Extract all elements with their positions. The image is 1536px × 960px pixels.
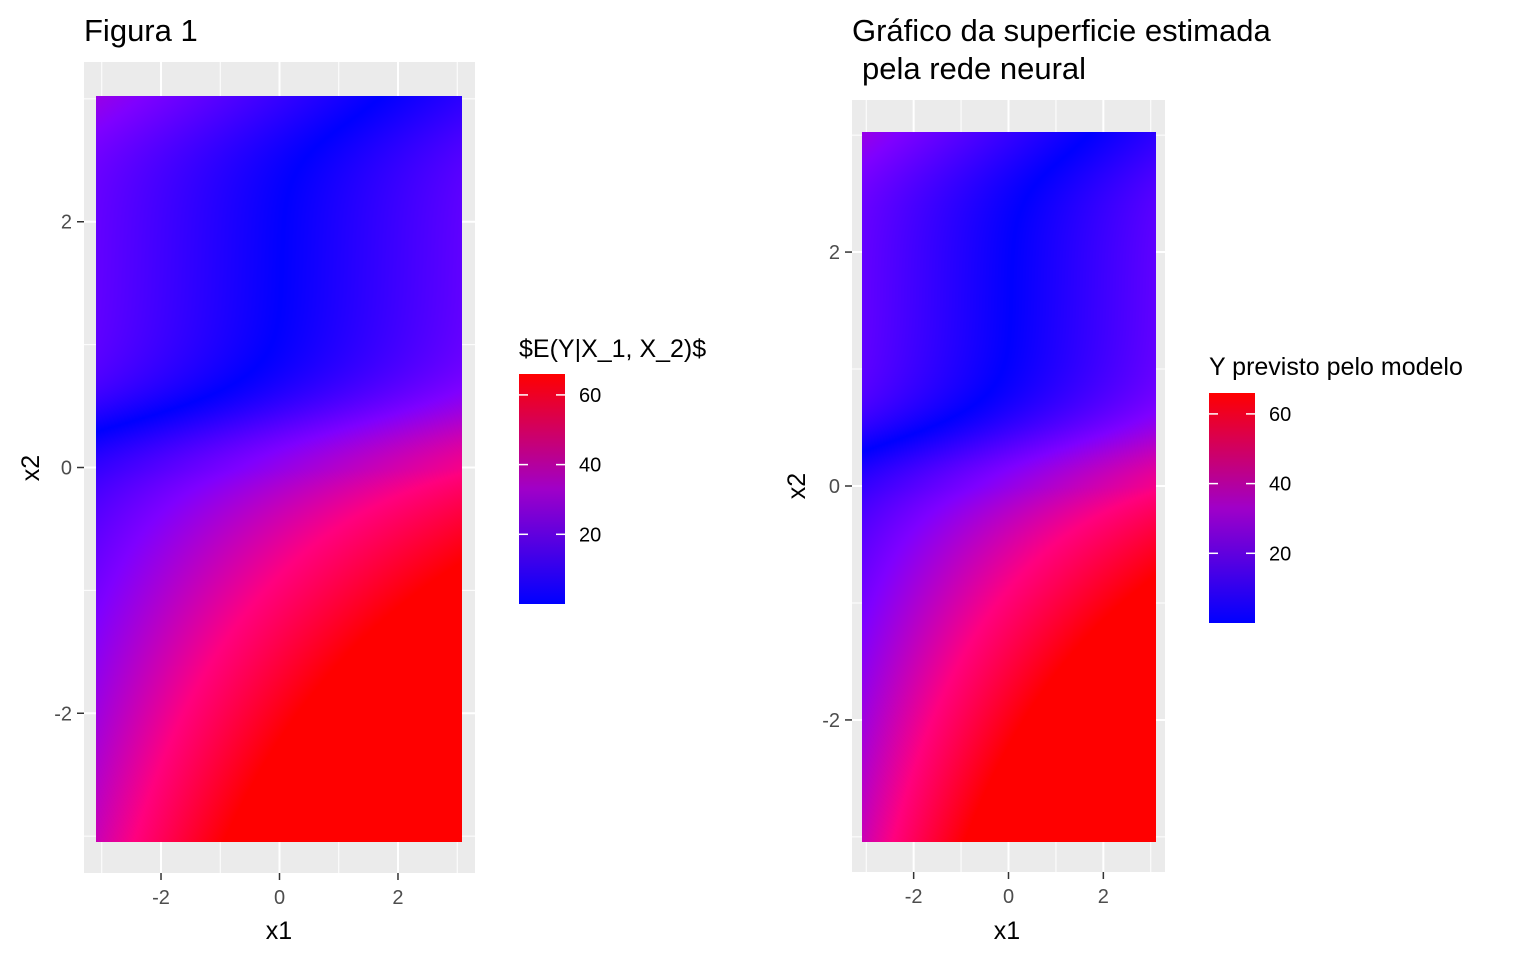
legend-tick-label: 60 <box>1269 404 1291 426</box>
right-legend-colorbar <box>1209 393 1255 623</box>
right-surface <box>862 132 1156 842</box>
x-tick-label: -2 <box>152 887 170 909</box>
left-x-axis: -2 0 2 <box>152 873 404 909</box>
left-y-axis-title: x2 <box>17 455 45 481</box>
right-legend-title: Y previsto pelo modelo <box>1209 353 1463 381</box>
right-x-axis-title: x1 <box>994 917 1020 945</box>
x-tick-label: 0 <box>274 887 285 909</box>
left-legend-colorbar <box>519 374 565 604</box>
x-tick-label: 0 <box>1003 886 1014 908</box>
x-tick-label: 2 <box>392 887 403 909</box>
right-x-axis: -2 0 2 <box>905 872 1109 908</box>
left-x-axis-title: x1 <box>266 917 292 945</box>
y-tick-label: -2 <box>822 710 840 732</box>
right-subtitle: pela rede neural <box>862 51 1086 86</box>
left-legend-title: $E(Y|X_1, X_2)$ <box>519 335 706 363</box>
y-tick-label: -2 <box>54 703 72 725</box>
panel-right: Gráfico da superficie estimada pela rede… <box>783 13 1463 945</box>
legend-tick-label: 60 <box>579 385 601 407</box>
right-y-axis-title: x2 <box>783 473 811 499</box>
y-tick-label: 2 <box>61 212 72 234</box>
x-tick-label: 2 <box>1098 886 1109 908</box>
y-tick-label: 2 <box>829 242 840 264</box>
left-surface <box>96 96 462 842</box>
right-title: Gráfico da superficie estimada <box>852 13 1271 48</box>
left-y-axis: -2 0 2 <box>54 212 84 725</box>
legend-tick-label: 20 <box>579 524 601 546</box>
left-legend-ticks: 20 40 60 <box>519 385 601 546</box>
x-tick-label: -2 <box>905 886 923 908</box>
legend-tick-label: 40 <box>579 455 601 477</box>
y-tick-label: 0 <box>829 476 840 498</box>
y-tick-label: 0 <box>61 458 72 480</box>
left-title: Figura 1 <box>84 13 198 48</box>
legend-tick-label: 40 <box>1269 474 1291 496</box>
right-y-axis: -2 0 2 <box>822 242 852 732</box>
right-legend-ticks: 20 40 60 <box>1209 404 1291 565</box>
panel-left: Figura 1 -2 0 2 -2 0 2 x1 x2 $E(Y|X_1, X_2)$… <box>17 13 706 945</box>
legend-tick-label: 20 <box>1269 543 1291 565</box>
